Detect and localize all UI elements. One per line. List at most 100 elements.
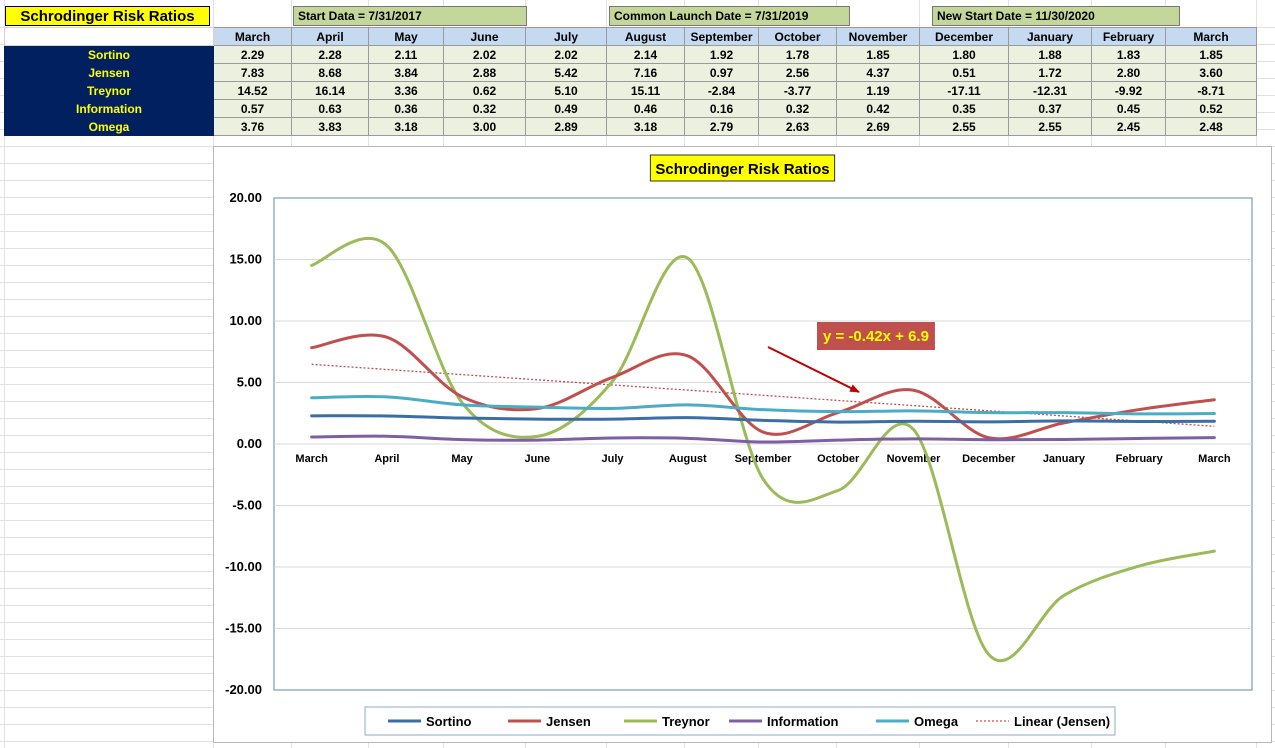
table-cell[interactable]: 3.36 <box>368 81 444 100</box>
common-launch-note[interactable]: Common Launch Date = 7/31/2019 <box>609 6 850 26</box>
table-cell[interactable]: 7.16 <box>606 63 685 82</box>
month-header[interactable]: January <box>1008 27 1092 46</box>
table-cell[interactable]: 5.42 <box>525 63 607 82</box>
series-line-information[interactable] <box>310 434 1216 444</box>
table-cell[interactable]: 0.32 <box>443 99 526 118</box>
legend-label[interactable]: Omega <box>914 714 959 729</box>
table-cell[interactable]: 7.83 <box>213 63 292 82</box>
table-cell[interactable]: -3.77 <box>758 81 837 100</box>
legend-label[interactable]: Information <box>767 714 839 729</box>
table-cell[interactable]: 0.37 <box>1008 99 1092 118</box>
table-cell[interactable]: 2.29 <box>213 45 292 64</box>
row-label[interactable]: Information <box>4 99 214 118</box>
table-cell[interactable]: 14.52 <box>213 81 292 100</box>
table-cell[interactable]: 2.88 <box>443 63 526 82</box>
table-cell[interactable]: 16.14 <box>291 81 369 100</box>
table-cell[interactable]: 0.49 <box>525 99 607 118</box>
row-label[interactable]: Jensen <box>4 63 214 82</box>
table-cell[interactable]: 1.72 <box>1008 63 1092 82</box>
table-cell[interactable]: 0.42 <box>836 99 920 118</box>
row-label[interactable]: Sortino <box>4 45 214 64</box>
table-cell[interactable]: 1.92 <box>684 45 759 64</box>
row-label[interactable]: Treynor <box>4 81 214 100</box>
start-date-note[interactable]: Start Data = 7/31/2017 <box>293 6 527 26</box>
table-cell[interactable]: 15.11 <box>606 81 685 100</box>
month-header[interactable]: May <box>368 27 444 46</box>
table-cell[interactable]: 2.28 <box>291 45 369 64</box>
table-cell[interactable]: 2.02 <box>443 45 526 64</box>
table-cell[interactable]: 0.32 <box>758 99 837 118</box>
table-cell[interactable]: 0.97 <box>684 63 759 82</box>
table-cell[interactable]: 0.51 <box>919 63 1009 82</box>
table-cell[interactable]: 0.45 <box>1091 99 1166 118</box>
month-header[interactable]: September <box>684 27 759 46</box>
month-header[interactable]: February <box>1091 27 1166 46</box>
header-corner-cell[interactable] <box>4 27 214 46</box>
table-cell[interactable]: 3.83 <box>291 117 369 136</box>
month-header[interactable]: March <box>213 27 292 46</box>
table-cell[interactable]: 2.69 <box>836 117 920 136</box>
table-cell[interactable]: 0.52 <box>1165 99 1257 118</box>
table-cell[interactable]: 0.63 <box>291 99 369 118</box>
table-cell[interactable]: 3.76 <box>213 117 292 136</box>
table-cell[interactable]: 0.35 <box>919 99 1009 118</box>
table-cell[interactable]: 3.18 <box>606 117 685 136</box>
trendline-equation[interactable]: y = -0.42x + 6.9 <box>823 328 929 345</box>
series-line-treynor[interactable] <box>310 237 1216 663</box>
month-header[interactable]: July <box>525 27 607 46</box>
table-cell[interactable]: 8.68 <box>291 63 369 82</box>
table-cell[interactable]: 2.14 <box>606 45 685 64</box>
table-cell[interactable]: 2.80 <box>1091 63 1166 82</box>
table-cell[interactable]: 2.56 <box>758 63 837 82</box>
table-cell[interactable]: 0.57 <box>213 99 292 118</box>
legend-label[interactable]: Sortino <box>426 714 472 729</box>
trendline-jensen[interactable] <box>311 363 1215 427</box>
table-cell[interactable]: 3.00 <box>443 117 526 136</box>
table-cell[interactable]: 2.48 <box>1165 117 1257 136</box>
table-cell[interactable]: -12.31 <box>1008 81 1092 100</box>
table-cell[interactable]: 1.85 <box>1165 45 1257 64</box>
series-line-omega[interactable] <box>310 395 1216 416</box>
month-header[interactable]: April <box>291 27 369 46</box>
legend-label[interactable]: Treynor <box>662 714 710 729</box>
table-cell[interactable]: 3.84 <box>368 63 444 82</box>
legend-label[interactable]: Jensen <box>546 714 591 729</box>
table-cell[interactable]: 5.10 <box>525 81 607 100</box>
table-cell[interactable]: 0.62 <box>443 81 526 100</box>
row-label[interactable]: Omega <box>4 117 214 136</box>
table-cell[interactable]: 3.60 <box>1165 63 1257 82</box>
table-cell[interactable]: 2.79 <box>684 117 759 136</box>
table-cell[interactable]: 2.55 <box>1008 117 1092 136</box>
table-cell[interactable]: -8.71 <box>1165 81 1257 100</box>
table-cell[interactable]: 1.85 <box>836 45 920 64</box>
table-cell[interactable]: 2.63 <box>758 117 837 136</box>
table-cell[interactable]: 1.80 <box>919 45 1009 64</box>
table-cell[interactable]: 2.89 <box>525 117 607 136</box>
table-cell[interactable]: 2.55 <box>919 117 1009 136</box>
month-header[interactable]: March <box>1165 27 1257 46</box>
table-cell[interactable]: 2.45 <box>1091 117 1166 136</box>
table-cell[interactable]: 0.46 <box>606 99 685 118</box>
table-cell[interactable]: 1.88 <box>1008 45 1092 64</box>
series-line-jensen[interactable] <box>310 333 1216 441</box>
legend-label[interactable]: Linear (Jensen) <box>1014 714 1110 729</box>
month-header[interactable]: June <box>443 27 526 46</box>
table-cell[interactable]: 0.16 <box>684 99 759 118</box>
table-cell[interactable]: 1.19 <box>836 81 920 100</box>
table-cell[interactable]: 2.02 <box>525 45 607 64</box>
month-header[interactable]: November <box>836 27 920 46</box>
chart-area[interactable]: 20.00 15.00 10.00 5.00 0.00 -5.00 -10.00 -15.00… <box>213 146 1272 743</box>
sheet-title[interactable]: Schrodinger Risk Ratios <box>5 6 210 26</box>
series-line-sortino[interactable] <box>310 414 1216 424</box>
chart-title[interactable]: Schrodinger Risk Ratios <box>655 161 829 178</box>
table-cell[interactable]: 3.18 <box>368 117 444 136</box>
table-cell[interactable]: 1.78 <box>758 45 837 64</box>
month-header[interactable]: December <box>919 27 1009 46</box>
table-cell[interactable]: 1.83 <box>1091 45 1166 64</box>
month-header[interactable]: August <box>606 27 685 46</box>
table-cell[interactable]: 2.11 <box>368 45 444 64</box>
table-cell[interactable]: 0.36 <box>368 99 444 118</box>
table-cell[interactable]: -9.92 <box>1091 81 1166 100</box>
table-cell[interactable]: 4.37 <box>836 63 920 82</box>
table-cell[interactable]: -17.11 <box>919 81 1009 100</box>
